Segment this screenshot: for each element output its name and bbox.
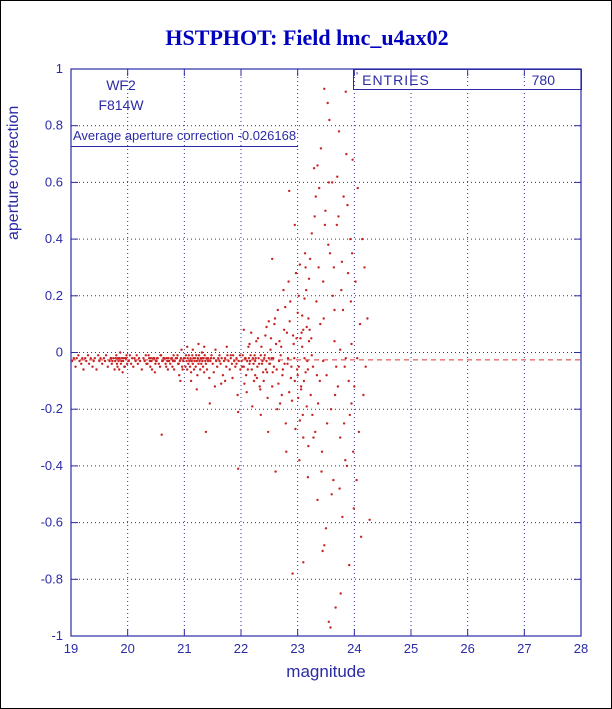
axis-ticks — [70, 68, 582, 637]
svg-text:27: 27 — [517, 641, 531, 656]
svg-text:28: 28 — [574, 641, 588, 656]
y-tick-labels: 1 0.8 0.6 0.4 0.2 0 -0.2 -0.4 -0.6 -0.8 -1 — [41, 61, 63, 643]
stat-entries-label: ENTRIES — [362, 71, 430, 88]
stat-box: ʹ ENTRIES 780 — [353, 69, 582, 90]
svg-text:0.6: 0.6 — [45, 174, 63, 189]
page-title: HSTPHOT: Field lmc_u4ax02 — [165, 25, 449, 50]
stat-entries-value: 780 — [531, 71, 555, 88]
filter-label: F814W — [98, 97, 144, 113]
svg-text:19: 19 — [64, 641, 78, 656]
svg-text:0.2: 0.2 — [45, 288, 63, 303]
svg-text:-0.4: -0.4 — [41, 458, 63, 473]
svg-text:0.4: 0.4 — [45, 231, 63, 246]
x-tick-labels: 19 20 21 22 23 24 25 26 27 28 — [64, 641, 588, 656]
average-correction-annotation: Average aperture correction -0.026168 — [71, 128, 299, 147]
camera-filter-label: WF2 F814W — [89, 75, 153, 115]
svg-text:-1: -1 — [51, 628, 63, 643]
camera-chip-label: WF2 — [106, 77, 136, 93]
svg-text:-0.6: -0.6 — [41, 515, 63, 530]
svg-text:23: 23 — [290, 641, 304, 656]
svg-text:25: 25 — [404, 641, 418, 656]
svg-text:-0.8: -0.8 — [41, 571, 63, 586]
scatter-points — [70, 87, 371, 629]
stat-box-tick-icon: ʹ — [356, 70, 359, 83]
svg-text:0.8: 0.8 — [45, 118, 63, 133]
svg-text:-0.2: -0.2 — [41, 401, 63, 416]
svg-text:21: 21 — [177, 641, 191, 656]
svg-text:22: 22 — [234, 641, 248, 656]
svg-text:26: 26 — [460, 641, 474, 656]
y-axis-title: aperture correction — [5, 105, 22, 241]
grid-lines — [70, 68, 582, 637]
x-axis-title: magnitude — [286, 662, 366, 681]
svg-text:0: 0 — [56, 345, 63, 360]
svg-text:1: 1 — [56, 61, 63, 76]
svg-text:24: 24 — [347, 641, 361, 656]
svg-text:20: 20 — [120, 641, 134, 656]
